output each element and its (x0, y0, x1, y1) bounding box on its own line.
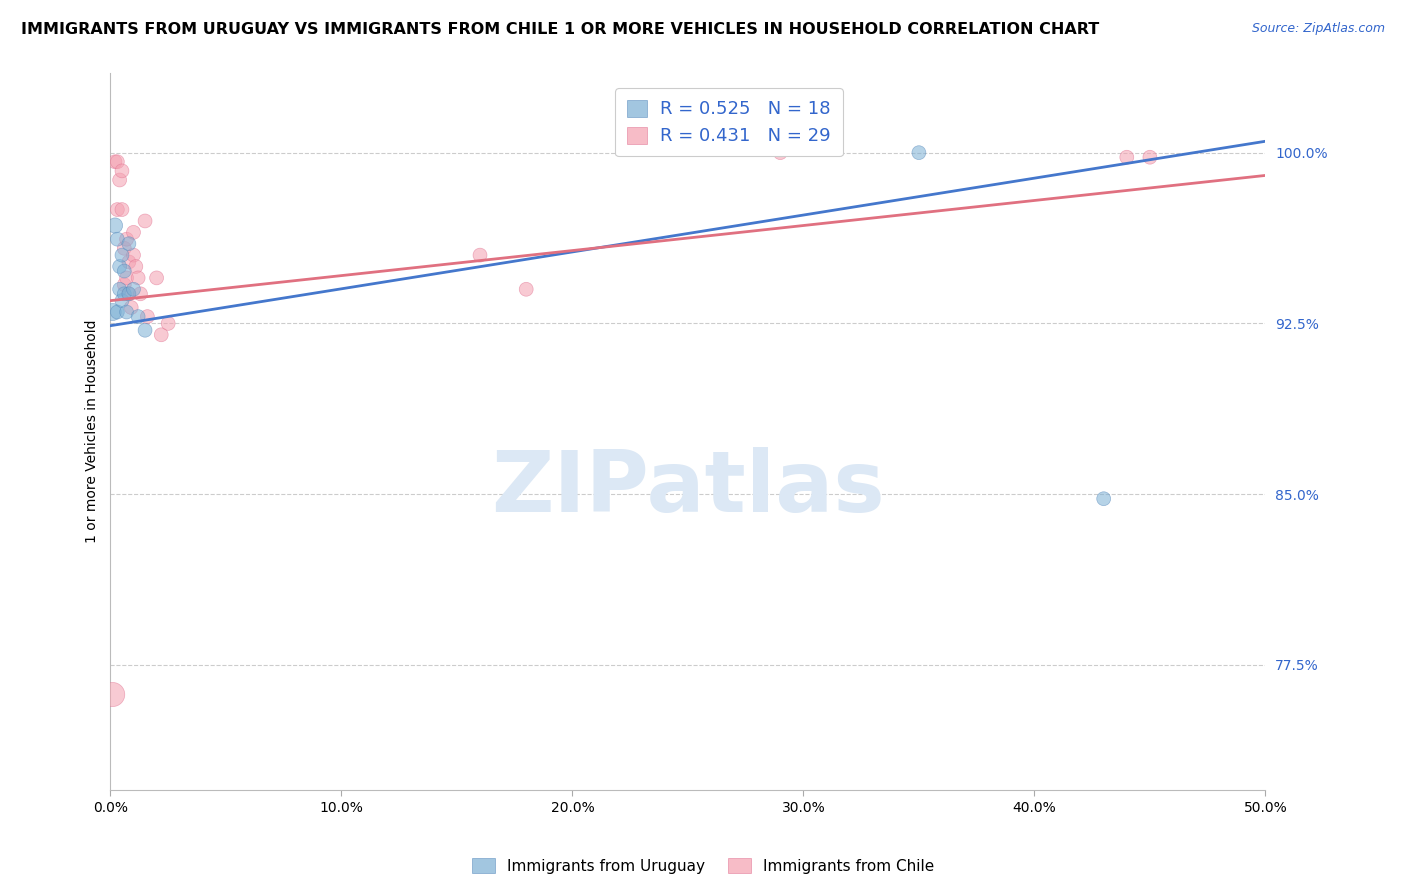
Text: Source: ZipAtlas.com: Source: ZipAtlas.com (1251, 22, 1385, 36)
Point (115, 271, 138, 285)
Point (118, 286, 141, 301)
Point (127, 310, 149, 324)
Point (122, 225, 145, 239)
Point (115, 305, 138, 319)
Point (118, 255, 141, 269)
Point (769, 145, 792, 160)
Point (908, 145, 931, 160)
Point (125, 260, 148, 274)
Point (122, 282, 145, 296)
Point (111, 293, 134, 308)
Point (150, 327, 173, 342)
Point (145, 271, 167, 285)
Point (134, 214, 156, 228)
Point (115, 232, 138, 246)
Point (108, 282, 131, 296)
Point (108, 173, 131, 187)
Point (157, 317, 180, 331)
Point (105, 202, 128, 217)
Point (101, 305, 124, 319)
Point (515, 282, 537, 296)
Point (468, 248, 491, 262)
Point (105, 305, 128, 319)
Point (118, 236, 141, 251)
Point (108, 260, 131, 274)
Text: IMMIGRANTS FROM URUGUAY VS IMMIGRANTS FROM CHILE 1 OR MORE VEHICLES IN HOUSEHOLD: IMMIGRANTS FROM URUGUAY VS IMMIGRANTS FR… (21, 22, 1099, 37)
Y-axis label: 1 or more Vehicles in Household: 1 or more Vehicles in Household (86, 320, 100, 543)
Point (127, 271, 149, 285)
Point (1092, 491, 1115, 506)
Point (104, 219, 127, 233)
Point (111, 248, 134, 262)
Point (111, 202, 134, 217)
Point (120, 301, 142, 315)
Point (1115, 150, 1137, 164)
Point (112, 286, 135, 301)
Point (101, 688, 124, 702)
Point (129, 286, 152, 301)
Point (105, 154, 128, 169)
Point (112, 241, 135, 255)
Point (112, 277, 135, 292)
Legend: R = 0.525   N = 18, R = 0.431   N = 29: R = 0.525 N = 18, R = 0.431 N = 29 (616, 88, 842, 156)
Point (136, 310, 159, 324)
Point (111, 164, 134, 178)
Point (118, 286, 141, 301)
Point (105, 232, 128, 246)
Point (112, 264, 135, 278)
Legend: Immigrants from Uruguay, Immigrants from Chile: Immigrants from Uruguay, Immigrants from… (465, 852, 941, 880)
Point (134, 323, 156, 337)
Point (104, 154, 127, 169)
Text: ZIPatlas: ZIPatlas (491, 448, 884, 531)
Point (122, 248, 145, 262)
Point (1139, 150, 1161, 164)
